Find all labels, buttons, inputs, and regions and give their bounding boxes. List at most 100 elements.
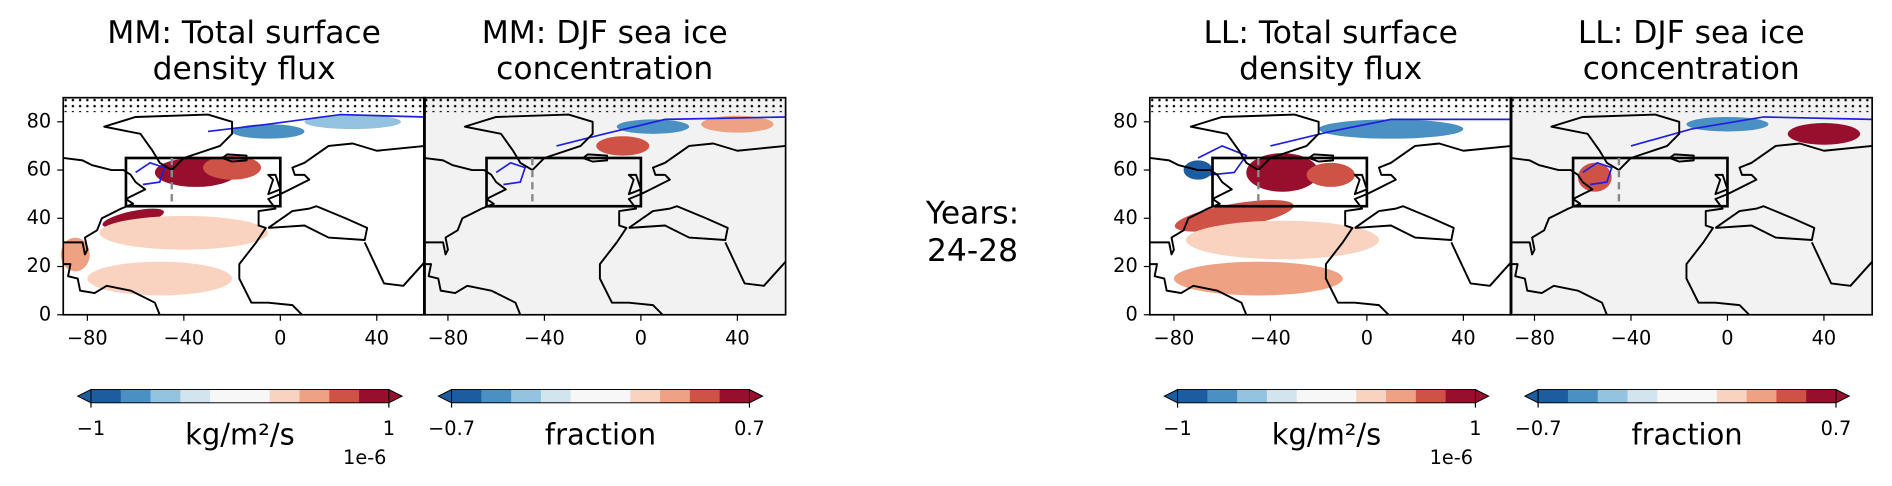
y-tick-label: 60 — [1113, 158, 1138, 181]
colorbar-segment — [1657, 389, 1688, 403]
center-label: 24-28 — [927, 233, 1018, 269]
colorbar-segment — [1326, 389, 1357, 403]
colorbar-segment — [1445, 389, 1476, 403]
map-panel — [1509, 96, 1874, 317]
x-tick-label: −80 — [1514, 326, 1555, 349]
x-tick-label: 0 — [635, 326, 647, 349]
panel-title: concentration — [496, 51, 713, 87]
colorbar-label: kg/m²/s — [185, 418, 295, 452]
colorbar-segment — [180, 389, 211, 403]
colorbar-extend — [748, 388, 764, 404]
x-tick-label: −40 — [1250, 326, 1291, 349]
colorbar-frame — [451, 389, 750, 404]
colorbar-frame — [90, 389, 390, 404]
axes-frame — [62, 96, 426, 316]
x-tick-label: −40 — [163, 326, 204, 349]
colorbar-frame — [1537, 389, 1837, 404]
y-tick-label: 80 — [27, 109, 52, 132]
panel-title: density flux — [153, 51, 336, 87]
colorbar-segment — [239, 389, 271, 403]
colorbar-tick-label: −1 — [77, 417, 105, 440]
colorbar-segment — [1177, 389, 1208, 403]
colorbar-extend — [388, 388, 404, 404]
x-tick-label: −80 — [67, 326, 108, 349]
colorbar-segment — [1538, 389, 1569, 403]
y-tick-label: 20 — [1113, 254, 1138, 277]
axes-frame — [1148, 96, 1513, 316]
colorbar-segment — [1296, 389, 1327, 403]
colorbar-segment — [689, 389, 721, 403]
colorbar-segment — [359, 389, 390, 403]
x-tick-label: −40 — [1611, 326, 1652, 349]
y-tick-label: 60 — [27, 158, 52, 181]
colorbar-segment — [1716, 389, 1747, 403]
colorbar-segment — [1266, 389, 1298, 403]
x-tick-label: 0 — [1361, 326, 1373, 349]
panel-title: density flux — [1239, 51, 1422, 87]
y-tick-label: 40 — [1113, 206, 1138, 229]
map-panel — [422, 96, 787, 317]
colorbar-tick-label: 0.7 — [1821, 417, 1852, 440]
colorbar-segment — [329, 389, 360, 403]
panel-title: LL: Total surface — [1203, 15, 1457, 51]
colorbar-segment — [210, 389, 241, 403]
colorbar-segment — [1627, 389, 1658, 403]
colorbar-segment — [1356, 389, 1387, 403]
panel-title: concentration — [1583, 51, 1800, 87]
colorbar-label: fraction — [1631, 418, 1742, 452]
x-tick-label: 40 — [1812, 326, 1837, 349]
map-panel — [60, 96, 427, 317]
colorbar-segment — [269, 389, 300, 403]
colorbar-label: kg/m²/s — [1272, 418, 1381, 452]
colorbar-segment — [630, 389, 661, 403]
center-label: Years: — [925, 196, 1019, 232]
colorbar-segment — [1567, 389, 1599, 403]
colorbar-segment — [1386, 389, 1417, 403]
colorbar-tick-label: 1 — [383, 417, 395, 440]
colorbar-segment — [451, 389, 482, 403]
colorbar-segment — [150, 389, 181, 403]
colorbar-segment — [299, 389, 330, 403]
colorbar-segment — [600, 389, 631, 403]
colorbar-tick-label: −0.7 — [1515, 417, 1562, 440]
colorbar-extend — [76, 388, 92, 404]
y-tick-label: 0 — [1125, 302, 1137, 325]
colorbar-segment — [1415, 389, 1446, 403]
colorbar-tick-label: −0.7 — [428, 417, 475, 440]
colorbar-label: fraction — [545, 418, 656, 452]
x-tick-label: 0 — [1721, 326, 1733, 349]
colorbar-segment — [1207, 389, 1238, 403]
colorbar-segment — [660, 389, 691, 403]
colorbar-segment — [570, 389, 601, 403]
colorbar-segment — [1687, 389, 1718, 403]
y-tick-label: 0 — [39, 302, 51, 325]
colorbar-frame — [1177, 389, 1476, 404]
colorbar-extend — [1835, 388, 1851, 404]
colorbar-extend — [1474, 388, 1490, 404]
colorbar-tick-label: 1 — [1469, 417, 1481, 440]
colorbar-segment — [1806, 389, 1837, 403]
x-tick-label: 40 — [1451, 326, 1476, 349]
panel-title: MM: DJF sea ice — [482, 15, 728, 51]
x-tick-label: 40 — [365, 326, 390, 349]
colorbar-extend — [1163, 388, 1179, 404]
colorbar-segment — [120, 389, 151, 403]
colorbar-segment — [1746, 389, 1777, 403]
colorbar-segment — [90, 389, 122, 403]
x-tick-label: 40 — [725, 326, 750, 349]
map-panel — [1148, 96, 1513, 317]
y-tick-label: 20 — [27, 254, 52, 277]
x-tick-label: −80 — [428, 326, 469, 349]
y-tick-label: 40 — [27, 206, 52, 229]
colorbar-segment — [1597, 389, 1628, 403]
x-tick-label: −80 — [1154, 326, 1195, 349]
colorbar-segment — [540, 389, 572, 403]
colorbar-extend — [1523, 388, 1539, 404]
colorbar-extend — [437, 388, 453, 404]
y-tick-label: 80 — [1113, 109, 1138, 132]
colorbar-offset: 1e-6 — [1430, 446, 1473, 469]
panel-title: LL: DJF sea ice — [1578, 15, 1805, 51]
axes-frame — [422, 96, 787, 316]
colorbar-segment — [511, 389, 542, 403]
